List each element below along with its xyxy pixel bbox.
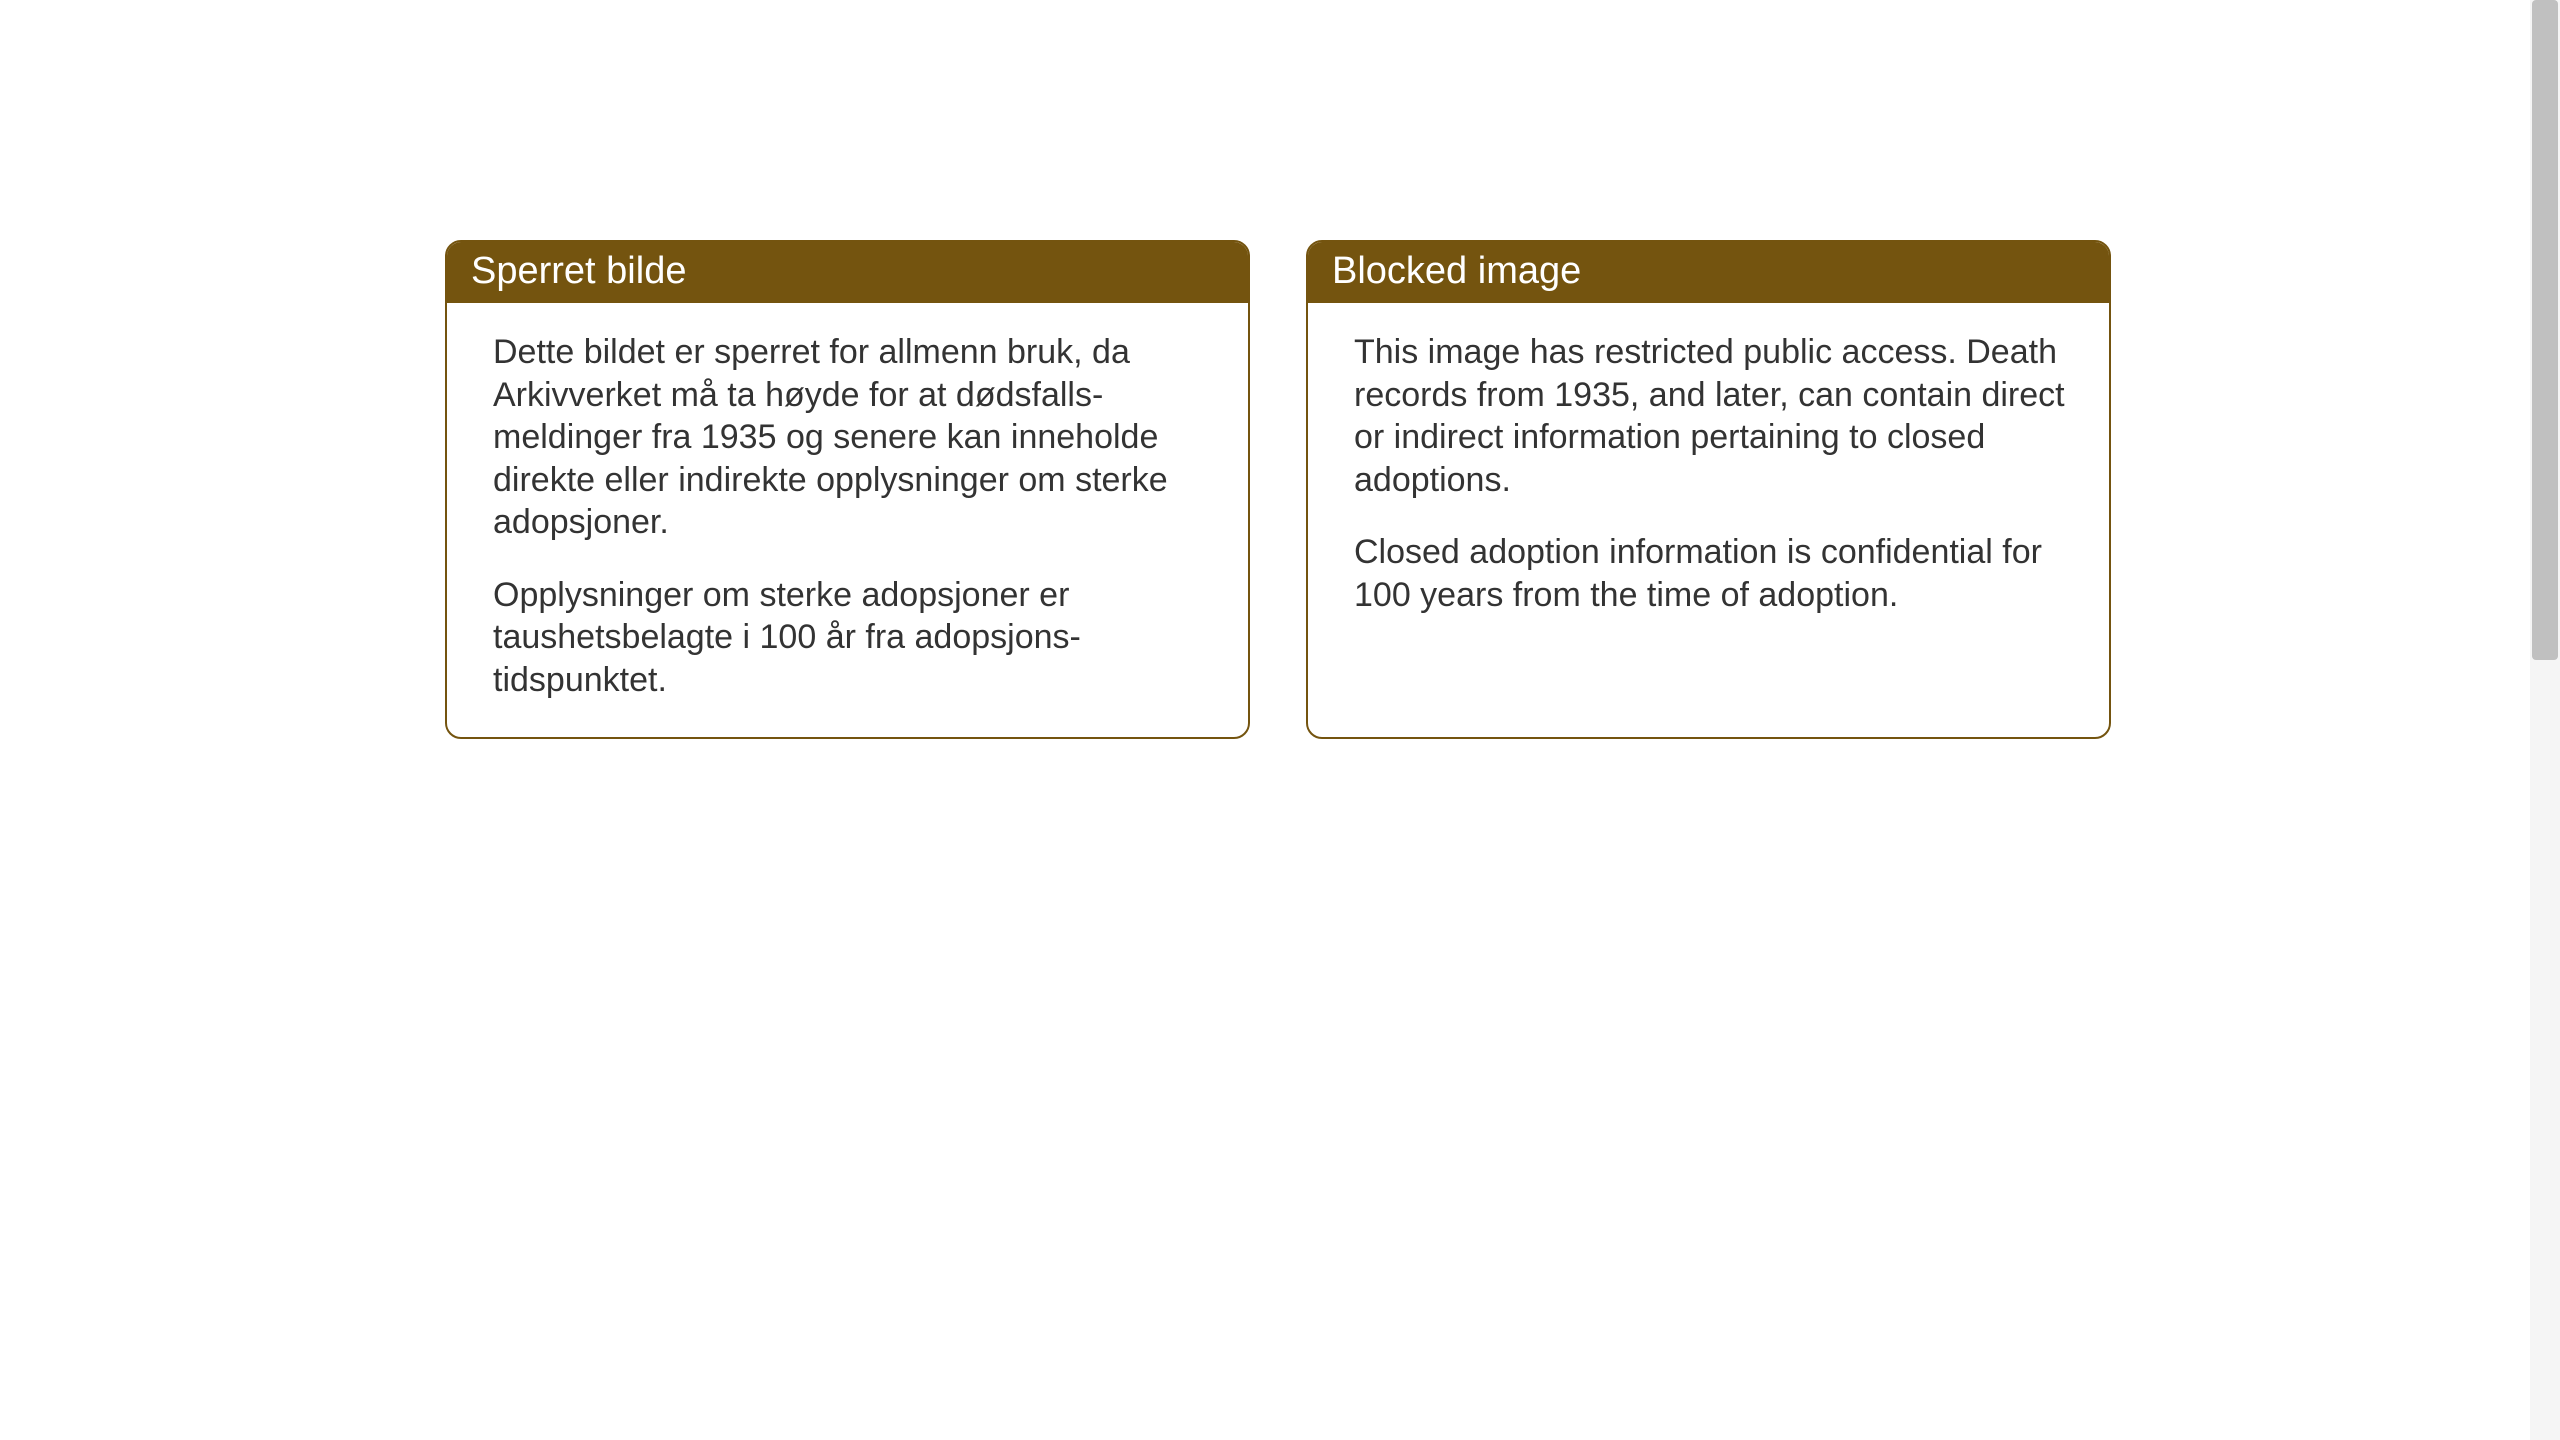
notice-card-norwegian: Sperret bilde Dette bildet er sperret fo… [445,240,1250,739]
card-paragraph-norwegian-1: Dette bildet er sperret for allmenn bruk… [493,331,1212,544]
vertical-scrollbar[interactable] [2530,0,2560,1440]
card-header-english: Blocked image [1308,242,2109,303]
card-paragraph-english-2: Closed adoption information is confident… [1354,531,2073,616]
card-header-norwegian: Sperret bilde [447,242,1248,303]
card-paragraph-norwegian-2: Opplysninger om sterke adopsjoner er tau… [493,574,1212,702]
notice-cards-container: Sperret bilde Dette bildet er sperret fo… [445,240,2111,739]
card-title-english: Blocked image [1332,250,1581,292]
card-body-english: This image has restricted public access.… [1308,303,2109,737]
card-paragraph-english-1: This image has restricted public access.… [1354,331,2073,501]
notice-card-english: Blocked image This image has restricted … [1306,240,2111,739]
card-body-norwegian: Dette bildet er sperret for allmenn bruk… [447,303,1248,737]
scrollbar-thumb[interactable] [2532,0,2558,660]
card-title-norwegian: Sperret bilde [471,250,686,292]
